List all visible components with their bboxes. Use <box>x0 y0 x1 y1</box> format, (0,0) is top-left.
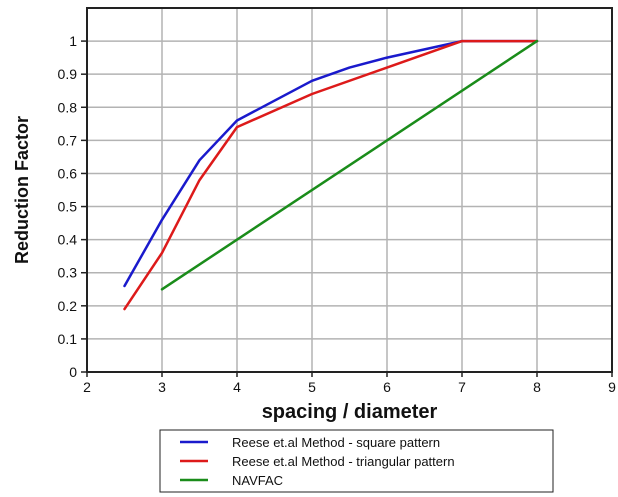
y-axis-title: Reduction Factor <box>12 116 32 264</box>
y-tick-label: 0 <box>69 364 77 380</box>
y-tick-label: 0.8 <box>58 99 78 115</box>
legend-box <box>159 429 554 493</box>
series-line-3 <box>160 39 539 291</box>
x-axis-title: spacing / diameter <box>262 401 438 423</box>
x-tick-label: 4 <box>233 379 241 395</box>
y-tick-label: 0.3 <box>58 265 78 281</box>
x-tick-label: 7 <box>458 379 466 395</box>
legend-label: NAVFAC <box>232 473 283 488</box>
axis-ticks: 2 3 4 5 6 7 8 9 0 0.1 0.2 0.3 0.4 0.5 0.6 0.7 0.8 0.9 1 <box>58 33 617 395</box>
y-tick-label: 0.6 <box>58 165 78 181</box>
series-line-1 <box>123 39 539 288</box>
y-tick-label: 0.7 <box>58 132 78 148</box>
plot-frame <box>86 7 613 373</box>
legend: Reese et.al Method - square pattern Reese… <box>159 429 554 493</box>
legend-label: Reese et.al Method - triangular pattern <box>232 454 455 469</box>
y-tick-label: 1 <box>69 33 77 49</box>
y-tick-label: 0.4 <box>58 232 78 248</box>
x-tick-label: 8 <box>533 379 541 395</box>
x-tick-label: 6 <box>383 379 391 395</box>
y-tick-label: 0.1 <box>58 331 78 347</box>
y-tick-label: 0.2 <box>58 298 78 314</box>
series-line-2 <box>123 39 539 311</box>
x-tick-label: 3 <box>158 379 166 395</box>
x-tick-label: 5 <box>308 379 316 395</box>
x-tick-label: 2 <box>83 379 91 395</box>
y-tick-label: 0.5 <box>58 199 78 215</box>
grid <box>87 8 612 372</box>
x-tick-label: 9 <box>608 379 616 395</box>
series-lines <box>123 39 539 311</box>
y-tick-label: 0.9 <box>58 66 78 82</box>
legend-label: Reese et.al Method - square pattern <box>232 435 440 450</box>
